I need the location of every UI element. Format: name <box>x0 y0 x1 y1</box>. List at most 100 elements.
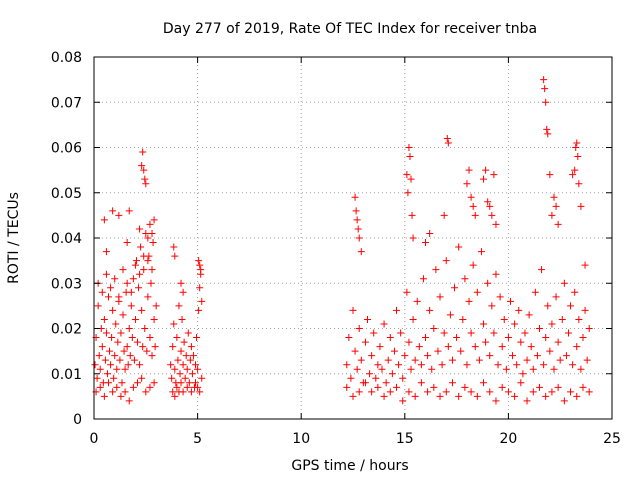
data-point <box>393 383 401 391</box>
data-point <box>442 388 450 396</box>
data-point <box>504 334 512 342</box>
data-point <box>355 388 363 396</box>
data-point <box>183 365 191 373</box>
data-point <box>461 275 469 283</box>
data-point <box>144 257 152 265</box>
data-point <box>527 343 535 351</box>
data-point <box>170 320 178 328</box>
data-point <box>529 388 537 396</box>
data-point <box>542 392 550 400</box>
data-point <box>361 379 369 387</box>
data-point <box>188 370 196 378</box>
data-point <box>548 320 556 328</box>
data-point <box>461 383 469 391</box>
data-point <box>132 257 140 265</box>
data-point <box>150 216 158 224</box>
data-point <box>195 257 203 265</box>
data-point <box>142 229 150 237</box>
data-point <box>581 261 589 269</box>
data-point <box>194 365 202 373</box>
data-point <box>96 383 104 391</box>
data-point <box>395 361 403 369</box>
data-point <box>121 388 129 396</box>
data-point <box>120 347 128 355</box>
data-point <box>569 171 577 179</box>
data-points <box>91 76 593 405</box>
data-point <box>353 216 361 224</box>
data-point <box>438 361 446 369</box>
data-point <box>560 279 568 287</box>
data-point <box>197 270 205 278</box>
data-point <box>434 347 442 355</box>
data-point <box>102 329 110 337</box>
data-point <box>492 220 500 228</box>
data-point <box>554 338 562 346</box>
data-point <box>465 297 473 305</box>
data-point <box>103 370 111 378</box>
data-point <box>124 361 132 369</box>
data-point <box>193 334 201 342</box>
data-point <box>384 356 392 364</box>
data-point <box>546 347 554 355</box>
data-point <box>482 338 490 346</box>
data-point <box>457 347 465 355</box>
data-point <box>579 383 587 391</box>
data-point <box>349 392 357 400</box>
data-point <box>146 334 154 342</box>
data-point <box>488 211 496 219</box>
data-point <box>136 270 144 278</box>
y-tick-label: 0.05 <box>51 186 82 202</box>
data-point <box>585 325 593 332</box>
data-point <box>567 388 575 396</box>
data-point <box>179 388 187 396</box>
data-point <box>192 379 200 387</box>
data-point <box>448 356 456 364</box>
data-point <box>136 361 144 369</box>
data-point <box>432 266 440 274</box>
y-axis-ticks: 0 0.01 0.02 0.03 0.04 0.05 0.06 0.07 0.08 <box>51 50 612 428</box>
data-point <box>540 361 548 369</box>
data-point <box>110 374 118 382</box>
data-point <box>186 356 194 364</box>
data-point <box>109 306 117 314</box>
data-point <box>413 297 421 305</box>
data-point <box>417 361 425 369</box>
data-point <box>134 338 142 346</box>
data-point <box>399 397 407 405</box>
data-point <box>98 288 106 296</box>
data-point <box>572 144 580 151</box>
data-point <box>443 134 451 142</box>
data-point <box>529 365 537 373</box>
y-tick-label: 0.08 <box>51 50 82 66</box>
x-tick-label: 20 <box>499 431 517 447</box>
data-point <box>123 343 131 351</box>
data-point <box>455 392 463 400</box>
data-point <box>100 315 108 323</box>
data-point <box>179 361 187 369</box>
data-point <box>542 334 550 342</box>
data-point <box>564 329 572 337</box>
data-point <box>374 361 382 369</box>
data-point <box>546 171 554 179</box>
data-point <box>177 379 185 387</box>
data-point <box>428 365 436 373</box>
data-point <box>129 275 137 283</box>
data-point <box>422 239 430 247</box>
data-point <box>480 320 488 328</box>
data-point <box>380 320 388 328</box>
data-point <box>411 356 419 364</box>
data-point <box>579 334 587 342</box>
data-point <box>143 347 151 355</box>
data-point <box>123 239 131 247</box>
data-point <box>180 338 188 346</box>
data-point <box>465 166 473 174</box>
data-point <box>523 397 531 405</box>
data-point <box>100 392 108 400</box>
data-point <box>517 379 525 387</box>
x-axis-ticks: 0 5 10 15 20 25 <box>90 57 621 447</box>
data-point <box>194 383 202 391</box>
data-point <box>405 144 413 151</box>
data-point <box>556 356 564 364</box>
data-point <box>366 370 374 378</box>
